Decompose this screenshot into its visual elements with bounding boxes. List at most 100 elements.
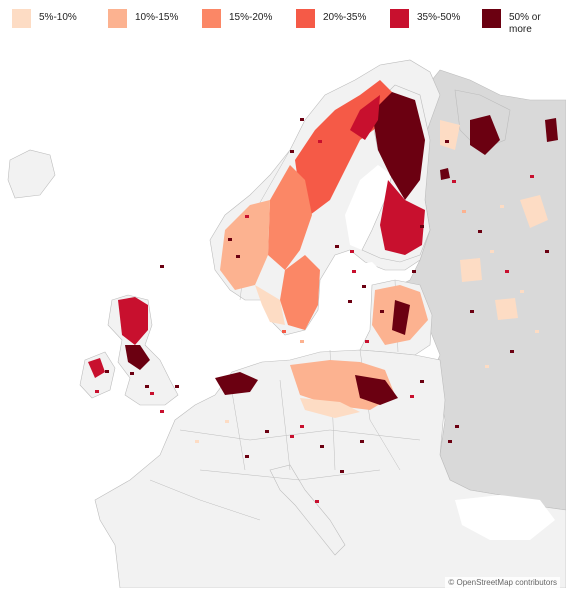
region-dot[interactable] xyxy=(300,425,304,428)
iceland-land xyxy=(7,149,56,199)
region-dot[interactable] xyxy=(455,425,459,428)
region-shaded-area[interactable] xyxy=(88,358,105,378)
region-polygons xyxy=(88,80,558,503)
continental-europe-land xyxy=(94,349,566,589)
baltic-sea xyxy=(310,262,385,350)
region-dot[interactable] xyxy=(505,270,509,273)
region-dot[interactable] xyxy=(145,385,149,388)
region-shaded-area[interactable] xyxy=(280,255,320,330)
region-shaded-area[interactable] xyxy=(460,258,482,282)
legend-label: 10%-15% xyxy=(135,12,179,23)
region-dot[interactable] xyxy=(360,440,364,443)
region-dot[interactable] xyxy=(408,165,412,168)
region-dot[interactable] xyxy=(478,230,482,233)
region-dot[interactable] xyxy=(530,175,534,178)
region-shaded-area[interactable] xyxy=(220,200,270,290)
region-dot[interactable] xyxy=(195,440,199,443)
region-shaded-area[interactable] xyxy=(125,345,150,370)
region-shaded-area[interactable] xyxy=(440,168,450,180)
region-shaded-area[interactable] xyxy=(215,372,258,395)
region-dot[interactable] xyxy=(392,215,396,218)
region-dot[interactable] xyxy=(150,392,154,395)
region-shaded-area[interactable] xyxy=(255,285,285,325)
region-dot[interactable] xyxy=(290,435,294,438)
region-dot[interactable] xyxy=(245,215,249,218)
region-dot[interactable] xyxy=(320,445,324,448)
region-dot[interactable] xyxy=(412,270,416,273)
region-dot[interactable] xyxy=(236,255,240,258)
legend-label: 20%-35% xyxy=(323,12,367,23)
region-dot[interactable] xyxy=(510,350,514,353)
region-dot[interactable] xyxy=(470,310,474,313)
region-dot[interactable] xyxy=(348,300,352,303)
region-dot[interactable] xyxy=(462,210,466,213)
legend-swatch xyxy=(202,9,221,28)
region-dot[interactable] xyxy=(380,310,384,313)
region-dot[interactable] xyxy=(485,365,489,368)
region-dot[interactable] xyxy=(362,285,366,288)
region-dot[interactable] xyxy=(340,470,344,473)
region-dot[interactable] xyxy=(160,265,164,268)
land-layer xyxy=(7,59,566,589)
border-line xyxy=(149,479,261,521)
region-shaded-area[interactable] xyxy=(520,195,548,228)
region-dot[interactable] xyxy=(535,330,539,333)
region-shaded-area[interactable] xyxy=(300,398,360,418)
region-dot[interactable] xyxy=(228,238,232,241)
region-shaded-area[interactable] xyxy=(470,115,500,155)
region-shaded-area[interactable] xyxy=(545,118,558,142)
region-dot[interactable] xyxy=(300,118,304,121)
region-dot[interactable] xyxy=(225,420,229,423)
legend-swatch xyxy=(390,9,409,28)
region-dot[interactable] xyxy=(335,245,339,248)
legend-label: 50% or more xyxy=(509,12,541,35)
region-dot[interactable] xyxy=(448,440,452,443)
legend-swatch xyxy=(482,9,501,28)
region-dot[interactable] xyxy=(365,340,369,343)
legend-swatch xyxy=(296,9,315,28)
gulf-of-bothnia xyxy=(345,165,392,250)
region-dot[interactable] xyxy=(420,380,424,383)
region-dot[interactable] xyxy=(318,140,322,143)
legend-label: 35%-50% xyxy=(417,12,461,23)
italy-land xyxy=(269,464,346,556)
region-dot[interactable] xyxy=(265,430,269,433)
region-dot[interactable] xyxy=(420,225,424,228)
region-shaded-area[interactable] xyxy=(355,375,398,405)
region-shaded-area[interactable] xyxy=(380,180,425,255)
region-dot[interactable] xyxy=(290,150,294,153)
region-dot[interactable] xyxy=(315,500,319,503)
region-dot[interactable] xyxy=(350,250,354,253)
region-dot[interactable] xyxy=(520,290,524,293)
region-dot[interactable] xyxy=(175,385,179,388)
black-sea xyxy=(455,495,555,540)
region-dot[interactable] xyxy=(95,390,99,393)
region-dot[interactable] xyxy=(490,250,494,253)
legend-label: 15%-20% xyxy=(229,12,273,23)
region-dot[interactable] xyxy=(282,330,286,333)
legend-swatch xyxy=(12,9,31,28)
region-dot[interactable] xyxy=(352,270,356,273)
region-dot[interactable] xyxy=(245,455,249,458)
region-dot[interactable] xyxy=(452,180,456,183)
region-shaded-area[interactable] xyxy=(350,95,380,140)
region-dot[interactable] xyxy=(105,370,109,373)
region-dot[interactable] xyxy=(160,410,164,413)
border-line xyxy=(229,379,246,471)
region-shaded-area[interactable] xyxy=(118,297,148,345)
legend: 5%-10% 10%-15% 15%-20% 20%-35% 35%-50% 50% or… xyxy=(0,0,566,40)
attribution-text: © OpenStreetMap contributors xyxy=(445,577,560,588)
region-shaded-area[interactable] xyxy=(495,298,518,320)
region-dot[interactable] xyxy=(130,372,134,375)
region-shaded-area[interactable] xyxy=(392,300,410,335)
border-line xyxy=(199,469,381,481)
region-shaded-area[interactable] xyxy=(268,165,312,270)
region-dot[interactable] xyxy=(500,205,504,208)
region-dot[interactable] xyxy=(545,250,549,253)
region-dot[interactable] xyxy=(300,340,304,343)
region-dot[interactable] xyxy=(410,395,414,398)
region-shaded-area[interactable] xyxy=(372,92,425,200)
region-dot[interactable] xyxy=(445,140,449,143)
